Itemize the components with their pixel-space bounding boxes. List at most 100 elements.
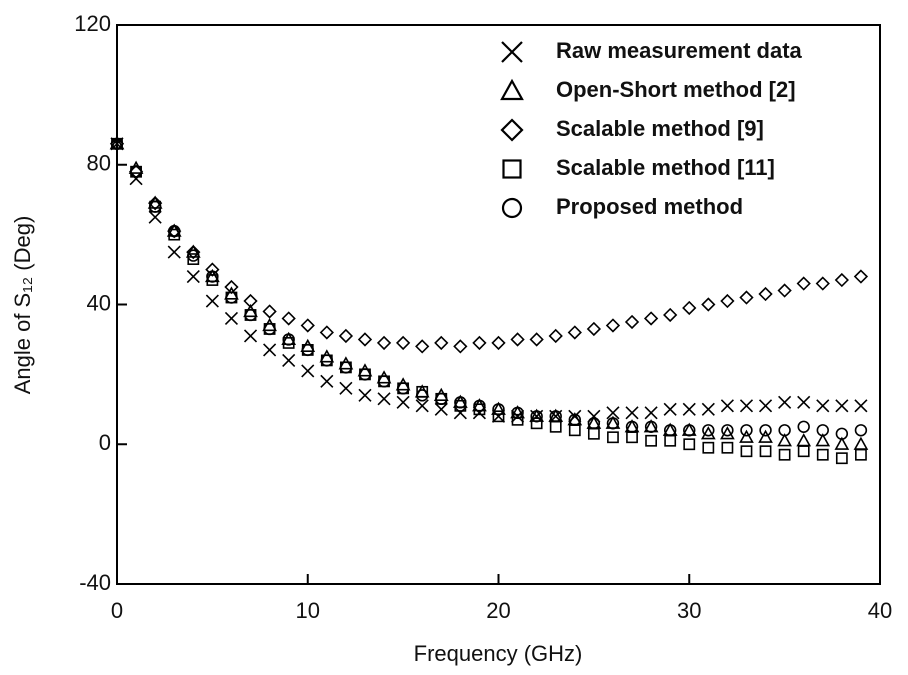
marker-x (396, 395, 410, 409)
marker-x (377, 392, 391, 406)
legend-text: Raw measurement data (556, 38, 803, 63)
marker-triangle (720, 426, 735, 440)
marker-circle (435, 392, 448, 406)
marker-x (339, 381, 353, 395)
marker-square (835, 452, 848, 465)
y-tick-label: -40 (79, 570, 111, 595)
legend-text: Proposed method (556, 194, 743, 219)
y-tick-label: 0 (99, 430, 111, 455)
marker-diamond (472, 335, 487, 351)
marker-circle (606, 417, 620, 430)
marker-diamond (262, 304, 277, 319)
marker-x (453, 406, 467, 420)
marker-x (739, 399, 754, 413)
marker-circle (625, 420, 639, 433)
marker-square (664, 434, 677, 447)
marker-diamond (739, 290, 754, 305)
marker-diamond (376, 335, 392, 351)
marker-diamond (682, 300, 697, 316)
marker-diamond (491, 335, 506, 351)
marker-circle (759, 424, 772, 437)
marker-x (186, 269, 200, 284)
marker-circle (797, 420, 810, 433)
marker-diamond (663, 307, 678, 323)
marker-square (778, 448, 791, 461)
marker-triangle (758, 429, 773, 443)
marker-circle (568, 413, 581, 426)
marker-square (702, 441, 715, 454)
marker-diamond (453, 339, 468, 354)
marker-circle (683, 424, 696, 437)
marker-triangle (815, 433, 831, 447)
marker-x (663, 402, 677, 416)
marker-x (148, 210, 162, 224)
marker-diamond (395, 335, 411, 351)
marker-circle (511, 406, 524, 420)
marker-square (759, 445, 772, 458)
marker-circle (778, 424, 791, 437)
marker-diamond (815, 276, 830, 291)
marker-diamond (777, 283, 792, 298)
marker-x (434, 402, 448, 416)
marker-square (607, 431, 619, 444)
marker-circle (530, 410, 543, 423)
x-tick-label: 0 (111, 598, 123, 623)
marker-circle (358, 368, 372, 381)
marker-triangle (700, 426, 716, 440)
marker-x (835, 399, 849, 413)
marker-circle (301, 343, 314, 357)
marker-square (683, 438, 696, 451)
marker-x (720, 399, 734, 413)
marker-circle (396, 382, 410, 395)
marker-x (682, 402, 696, 416)
marker-diamond (853, 269, 869, 284)
marker-diamond (720, 293, 735, 309)
marker-square (855, 448, 867, 461)
marker-circle (206, 270, 219, 283)
y-tick-label: 120 (74, 11, 111, 36)
legend-marker (500, 118, 524, 142)
marker-x (224, 311, 239, 326)
marker-circle (263, 322, 276, 336)
marker-diamond (796, 276, 811, 291)
marker-circle (644, 420, 658, 433)
marker-circle (110, 137, 124, 150)
marker-circle (168, 224, 181, 238)
x-tick-label: 30 (677, 598, 701, 623)
marker-triangle (739, 429, 754, 443)
marker-circle (587, 417, 601, 430)
marker-square (511, 413, 524, 426)
marker-circle (148, 200, 162, 213)
x-tick-label: 40 (868, 598, 892, 623)
marker-diamond (510, 332, 525, 347)
marker-circle (129, 165, 143, 178)
marker-diamond (758, 286, 773, 302)
marker-circle (740, 424, 753, 437)
marker-square (740, 445, 753, 458)
x-tick-label: 10 (296, 598, 320, 623)
marker-diamond (434, 335, 449, 351)
x-tick-label: 20 (486, 598, 510, 623)
marker-x (282, 353, 296, 367)
marker-square (530, 417, 543, 430)
marker-square (797, 445, 810, 458)
marker-circle (835, 427, 849, 440)
legend-text: Scalable method [11] (556, 155, 775, 180)
marker-square (816, 448, 829, 461)
marker-diamond (567, 325, 582, 340)
legend-marker (501, 41, 523, 63)
marker-diamond (319, 325, 334, 340)
marker-square (721, 441, 734, 454)
marker-diamond (605, 318, 621, 333)
marker-circle (416, 389, 429, 402)
marker-x (816, 399, 830, 413)
marker-x (758, 399, 773, 413)
legend-marker (500, 78, 524, 101)
marker-square (626, 431, 638, 444)
marker-square (492, 410, 505, 423)
marker-square (587, 427, 600, 440)
marker-circle (339, 361, 353, 374)
marker-diamond (357, 332, 373, 347)
marker-diamond (624, 314, 640, 330)
